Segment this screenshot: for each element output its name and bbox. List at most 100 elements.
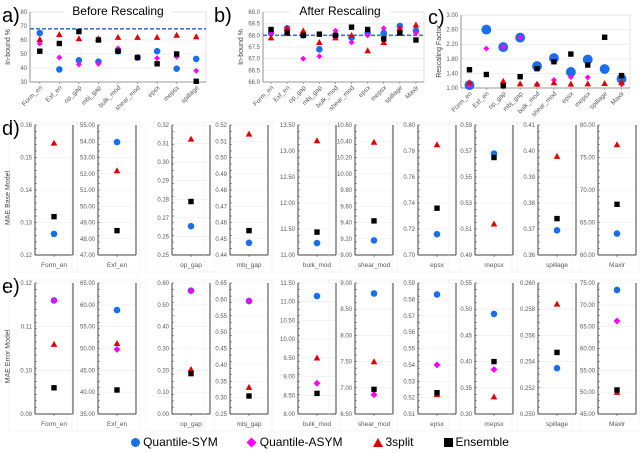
point-3split: [113, 339, 121, 346]
point-3split: [553, 152, 561, 159]
y-tick-label: 3.00: [446, 13, 458, 19]
subplot-frame: [511, 121, 581, 273]
point-quantile-asym: [313, 379, 321, 387]
y-tick-label: 8.50: [340, 307, 352, 313]
x-tick-label: mbj_gap: [237, 421, 262, 428]
point-3split: [316, 39, 323, 46]
y-tick-label: 0.256: [520, 333, 536, 339]
subplot-epsx: 0.70 0.72 0.74 0.76 0.78 0.80 epsx: [391, 121, 461, 273]
y-tick-label: 2.60: [446, 28, 458, 34]
point-3split: [584, 80, 592, 87]
y-tick-label: 50.00: [80, 347, 96, 353]
y-tick-label: 60.00: [580, 253, 596, 259]
point-ensemble: [284, 30, 290, 36]
y-tick-label: 54.00: [80, 139, 96, 145]
point-ensemble: [534, 65, 540, 72]
subplot-frame: [328, 121, 398, 273]
y-tick-label: 0.09: [20, 412, 32, 418]
y-tick-label: 0.52: [403, 396, 415, 402]
y-axis-label: Rescaling Factor: [436, 25, 443, 78]
y-tick-label: 1.00: [446, 86, 458, 92]
x-tick-label: bulk_mod: [303, 262, 332, 269]
legend-label: 3split: [385, 435, 414, 449]
subplot-bulk-mod: 11.00 11.50 12.00 12.50 13.00 13.50 bulk_mod: [271, 121, 341, 273]
y-tick-label: 11.50: [280, 227, 295, 233]
y-axis-label: MAE Error Model: [5, 329, 12, 383]
point-ensemble: [397, 30, 403, 36]
y-tick-label: 0.30: [157, 160, 169, 166]
point-ensemble: [483, 71, 490, 78]
y-tick-label: 0.25: [157, 253, 169, 259]
subplot-form-en: 0.12 0.13 0.14 0.15 0.16 Form_en: [8, 121, 78, 273]
y-tick-label: 0.27: [157, 216, 169, 222]
chart-title: After Rescaling: [299, 4, 380, 18]
y-tick-label: 0.12: [20, 253, 32, 259]
point-quantile-sym: [313, 292, 321, 300]
point-ensemble: [268, 26, 274, 33]
x-tick-label: Form_en: [252, 84, 276, 108]
y-tick-label: 0.26: [157, 234, 169, 240]
point-ensemble: [51, 213, 57, 220]
y-tick-label: 45.00: [80, 368, 96, 374]
point-quantile-asym: [187, 287, 195, 295]
point-3split: [601, 79, 608, 86]
point-quantile-asym: [348, 39, 355, 46]
subplot-frame: [8, 279, 78, 432]
point-ensemble: [76, 28, 82, 35]
panel-label: c): [428, 7, 445, 29]
y-tick-label: 0.14: [20, 188, 32, 194]
y-tick-label: 11.00: [280, 253, 295, 259]
point-quantile-sym: [553, 364, 561, 372]
y-tick-label: 40.00: [80, 390, 96, 396]
y-tick-label: 0.31: [157, 142, 169, 148]
x-tick-label: shear_mod: [358, 262, 391, 269]
point-3split: [56, 31, 63, 38]
subplot-maxlr: 45.00 50.00 55.00 60.00 65.00 70.00 75.00 Maxlr: [571, 279, 640, 432]
y-tick-label: 0.45: [215, 347, 227, 353]
point-ensemble: [434, 390, 440, 396]
point-3split: [173, 31, 180, 38]
subplot-op-gap: 0.00 0.10 0.20 0.30 0.40 0.50 0.60 op_gap: [145, 279, 215, 432]
panel-label: e): [2, 276, 20, 298]
y-tick-label: 0.46: [215, 221, 227, 227]
y-tick-label: 0.57: [460, 149, 472, 155]
y-tick-label: 10.00: [337, 172, 353, 178]
subplot-bulk-mod: 8.00 8.50 9.00 9.50 10.00 10.50 11.00 11.50 bulk…: [271, 279, 341, 432]
point-ensemble: [413, 37, 419, 43]
y-tick-label: 30: [20, 80, 27, 86]
point-ensemble: [246, 393, 252, 399]
y-tick-label: 0.00: [157, 412, 169, 418]
x-tick-label: Form_en: [41, 262, 67, 269]
point-quantile-sym: [490, 310, 498, 318]
x-tick-label: op_gap: [180, 262, 202, 269]
subplot-frame: [391, 279, 461, 432]
y-tick-label: 0.58: [403, 297, 415, 303]
point-quantile-asym: [75, 61, 82, 68]
point-quantile-sym: [113, 138, 121, 146]
point-ensemble: [114, 227, 120, 234]
y-tick-label: 40: [20, 66, 27, 72]
legend-item-quantile-sym: Quantile-SYM: [131, 435, 218, 449]
y-tick-label: 75.00: [580, 281, 596, 287]
y-tick-label: 48.00: [80, 237, 96, 243]
subplot-epsx: 0.51 0.52 0.53 0.54 0.55 0.56 0.57 0.58 0.59 epsx: [391, 279, 461, 432]
y-tick-label: 0.35: [215, 379, 227, 385]
point-ensemble: [554, 215, 560, 222]
figure-canvas: 30 40 50 60 70 80a) Before Rescaling In-bound %…: [2, 4, 640, 432]
y-tick-label: 52.00: [80, 172, 96, 178]
point-quantile-sym: [613, 286, 621, 294]
x-tick-label: Exf_en: [107, 421, 128, 428]
y-tick-label: 7.00: [340, 386, 352, 392]
point-quantile-sym: [481, 24, 492, 35]
point-3split: [433, 141, 441, 148]
point-quantile-asym: [370, 391, 378, 399]
point-quantile-asym: [490, 365, 498, 373]
y-tick-label: 0.44: [215, 253, 227, 259]
subplot-exf-en: 35.00 40.00 45.00 50.00 55.00 60.00 65.00 Exf_e…: [71, 279, 141, 432]
y-tick-label: 0.20: [157, 368, 169, 374]
y-tick-label: 0.40: [157, 325, 169, 331]
y-tick-label: 0.60: [215, 297, 227, 303]
point-ensemble: [154, 61, 160, 67]
point-ensemble: [188, 198, 194, 205]
point-quantile-sym: [613, 230, 621, 237]
